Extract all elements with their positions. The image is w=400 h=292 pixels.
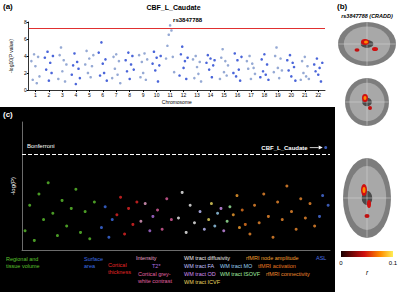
svg-text:17: 17 [248,92,254,98]
svg-text:Cortical grey-: Cortical grey- [138,271,171,277]
svg-text:21: 21 [302,92,308,98]
svg-text:19: 19 [275,92,281,98]
svg-text:WM tract ICVF: WM tract ICVF [184,279,221,285]
svg-text:0.1: 0.1 [389,260,398,266]
svg-text:(c): (c) [3,110,13,119]
svg-text:3: 3 [61,92,64,98]
svg-text:0: 0 [24,87,27,93]
svg-text:5: 5 [88,92,91,98]
svg-text:16: 16 [235,92,241,98]
svg-text:15: 15 [221,92,227,98]
svg-text:Bonferroni: Bonferroni [27,143,55,149]
svg-text:white contrast: white contrast [137,278,172,284]
svg-text:(a): (a) [3,2,13,11]
svg-text:Surface: Surface [84,256,103,262]
svg-text:T2*: T2* [152,263,161,269]
svg-text:9: 9 [142,92,145,98]
svg-text:11: 11 [168,92,173,98]
svg-text:WM tract diffusivity: WM tract diffusivity [184,255,230,261]
svg-text:8: 8 [24,19,27,25]
svg-text:12: 12 [181,92,187,98]
svg-text:tfMRI activation: tfMRI activation [258,263,296,269]
svg-text:Chromosome: Chromosome [162,99,192,105]
svg-text:thickness: thickness [108,269,131,275]
svg-text:8: 8 [128,92,131,98]
svg-text:-log(P): -log(P) [10,177,16,195]
svg-text:7: 7 [115,92,118,98]
svg-text:r: r [366,269,369,276]
svg-text:WM tract OD: WM tract OD [184,271,216,277]
svg-text:6: 6 [101,92,104,98]
svg-text:4: 4 [24,53,27,59]
svg-text:Intensity: Intensity [136,255,157,261]
svg-text:rfMRI node amplitude: rfMRI node amplitude [246,255,299,261]
svg-text:tissue volume: tissue volume [6,263,40,269]
svg-text:1: 1 [34,92,37,98]
svg-text:2: 2 [24,70,27,76]
svg-text:Regional and: Regional and [6,256,38,262]
svg-text:Cortical: Cortical [108,262,127,268]
svg-text:0: 0 [339,260,343,266]
svg-text:area: area [84,263,96,269]
svg-text:6: 6 [24,36,27,42]
svg-text:14: 14 [208,92,214,98]
svg-text:18: 18 [262,92,268,98]
svg-text:WM tract FA: WM tract FA [184,263,215,269]
svg-text:4: 4 [74,92,77,98]
svg-text:13: 13 [194,92,200,98]
svg-text:WM tract ISOVF: WM tract ISOVF [220,271,261,277]
svg-text:22: 22 [315,92,321,98]
svg-text:-log10(P value): -log10(P value) [8,39,14,73]
svg-text:rfMRI connectivity: rfMRI connectivity [266,271,310,277]
svg-text:rs3847788: rs3847788 [173,17,203,23]
svg-text:20: 20 [289,92,295,98]
svg-text:rs3847788 (CRADD): rs3847788 (CRADD) [341,13,393,19]
svg-text:CBF_L_Caudate: CBF_L_Caudate [146,4,200,11]
svg-text:10: 10 [154,92,160,98]
svg-text:ASL: ASL [316,255,326,261]
svg-text:CBF_L_Caudate: CBF_L_Caudate [261,145,308,151]
svg-text:2: 2 [47,92,50,98]
svg-text:WM tract MO: WM tract MO [220,263,253,269]
svg-text:(b): (b) [337,2,348,11]
